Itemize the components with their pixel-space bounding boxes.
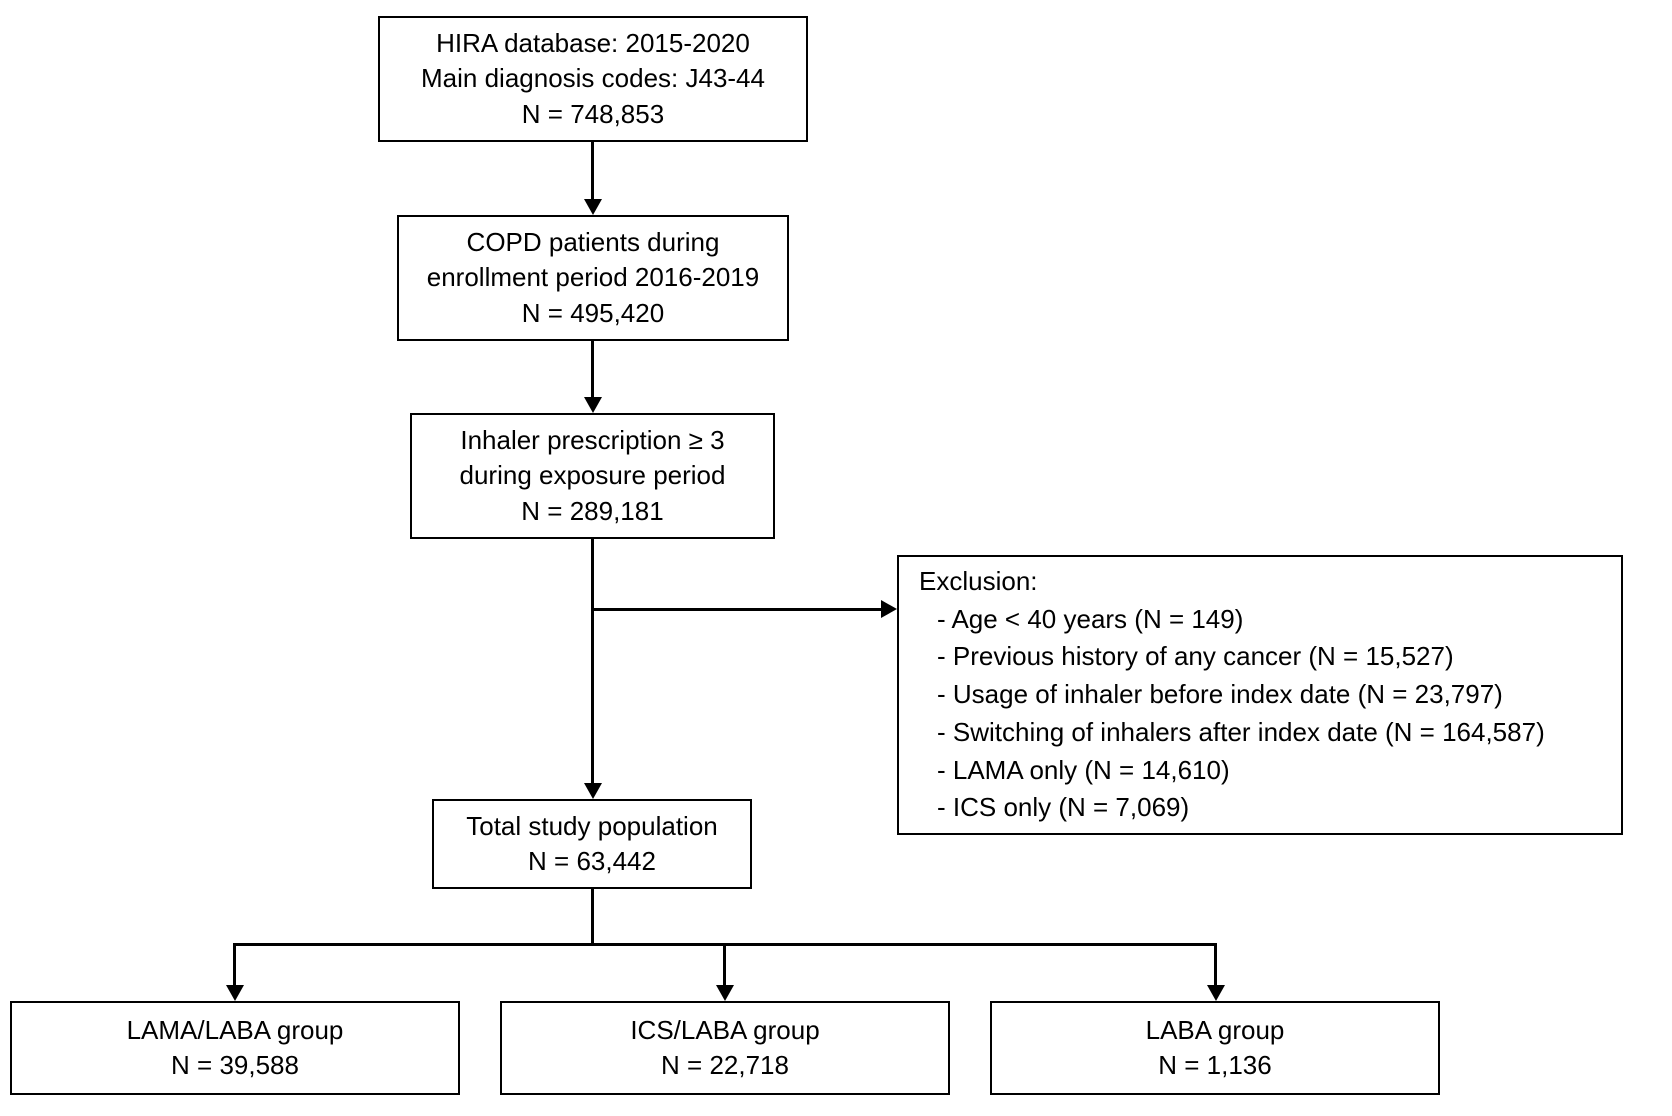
node-line: N = 289,181 bbox=[521, 494, 663, 529]
exclusion-item: - Age < 40 years (N = 149) bbox=[919, 601, 1243, 639]
arrow-head-icon bbox=[226, 985, 244, 1001]
flowchart-node-hira: HIRA database: 2015-2020 Main diagnosis … bbox=[378, 16, 808, 142]
node-line: ICS/LABA group bbox=[630, 1013, 819, 1048]
node-line: N = 63,442 bbox=[528, 844, 656, 879]
node-line: N = 1,136 bbox=[1158, 1048, 1271, 1083]
flowchart-node-inhaler: Inhaler prescription ≥ 3 during exposure… bbox=[410, 413, 775, 539]
flowchart-node-exclusion: Exclusion: - Age < 40 years (N = 149) - … bbox=[897, 555, 1623, 835]
exclusion-item: - ICS only (N = 7,069) bbox=[919, 789, 1189, 827]
flowchart-node-copd: COPD patients during enrollment period 2… bbox=[397, 215, 789, 341]
flowchart-node-total: Total study population N = 63,442 bbox=[432, 799, 752, 889]
edge-line bbox=[723, 943, 726, 985]
node-line: enrollment period 2016-2019 bbox=[427, 260, 759, 295]
node-line: LAMA/LABA group bbox=[127, 1013, 344, 1048]
edge-line bbox=[591, 142, 594, 199]
arrow-head-icon bbox=[716, 985, 734, 1001]
node-line: N = 748,853 bbox=[522, 97, 664, 132]
edge-line bbox=[233, 943, 236, 985]
flowchart-node-lama-laba: LAMA/LABA group N = 39,588 bbox=[10, 1001, 460, 1095]
edge-line bbox=[591, 341, 594, 397]
arrow-head-icon bbox=[881, 600, 897, 618]
node-line: during exposure period bbox=[460, 458, 726, 493]
node-line: Inhaler prescription ≥ 3 bbox=[460, 423, 724, 458]
edge-line bbox=[594, 608, 881, 611]
node-line: LABA group bbox=[1146, 1013, 1285, 1048]
arrow-head-icon bbox=[584, 199, 602, 215]
flowchart-node-ics-laba: ICS/LABA group N = 22,718 bbox=[500, 1001, 950, 1095]
arrow-head-icon bbox=[1207, 985, 1225, 1001]
node-line: N = 39,588 bbox=[171, 1048, 299, 1083]
node-line: Total study population bbox=[466, 809, 718, 844]
edge-line bbox=[591, 539, 594, 783]
exclusion-item: - Previous history of any cancer (N = 15… bbox=[919, 638, 1454, 676]
node-line: N = 495,420 bbox=[522, 296, 664, 331]
arrow-head-icon bbox=[584, 397, 602, 413]
exclusion-item: - LAMA only (N = 14,610) bbox=[919, 752, 1230, 790]
flowchart-node-laba: LABA group N = 1,136 bbox=[990, 1001, 1440, 1095]
arrow-head-icon bbox=[584, 783, 602, 799]
node-line: HIRA database: 2015-2020 bbox=[436, 26, 750, 61]
node-line: COPD patients during bbox=[467, 225, 720, 260]
node-line: N = 22,718 bbox=[661, 1048, 789, 1083]
exclusion-item: - Usage of inhaler before index date (N … bbox=[919, 676, 1503, 714]
exclusion-item: - Switching of inhalers after index date… bbox=[919, 714, 1545, 752]
edge-line bbox=[1214, 943, 1217, 985]
edge-line bbox=[591, 889, 594, 945]
exclusion-title: Exclusion: bbox=[919, 563, 1038, 601]
node-line: Main diagnosis codes: J43-44 bbox=[421, 61, 765, 96]
